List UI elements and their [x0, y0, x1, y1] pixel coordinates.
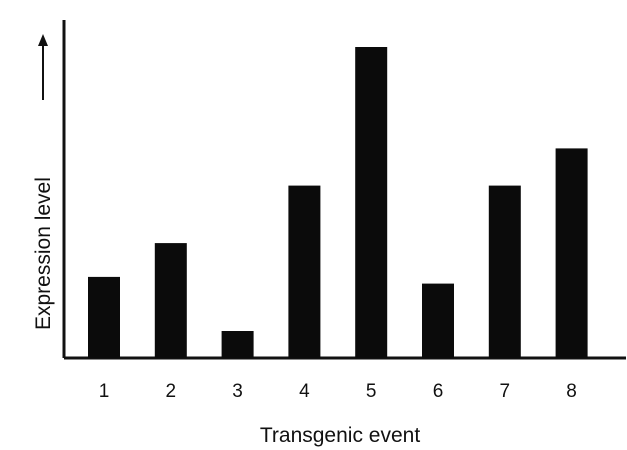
x-tick-label-5: 5 — [366, 381, 377, 402]
y-axis-title-group: Expression level — [32, 34, 55, 330]
bar-3 — [221, 331, 254, 358]
x-axis-title: Transgenic event — [260, 424, 420, 447]
x-tick-label-2: 2 — [166, 381, 177, 402]
x-tick-labels: 1 2 3 4 5 6 7 8 — [99, 381, 577, 402]
y-axis-title-arrow-icon — [38, 34, 48, 100]
bar-4 — [288, 185, 321, 358]
bar-2 — [154, 243, 187, 358]
x-tick-label-1: 1 — [99, 381, 110, 402]
bars-group — [88, 47, 588, 358]
x-tick-label-7: 7 — [500, 381, 511, 402]
y-axis-title: Expression level — [32, 177, 55, 330]
bar-5 — [355, 47, 388, 358]
bar-6 — [422, 283, 454, 358]
x-tick-label-4: 4 — [299, 381, 310, 402]
x-tick-label-8: 8 — [566, 381, 577, 402]
bar-1 — [88, 276, 120, 358]
bar-7 — [488, 185, 521, 358]
x-tick-label-3: 3 — [232, 381, 243, 402]
x-tick-label-6: 6 — [433, 381, 444, 402]
bar-8 — [555, 148, 588, 358]
